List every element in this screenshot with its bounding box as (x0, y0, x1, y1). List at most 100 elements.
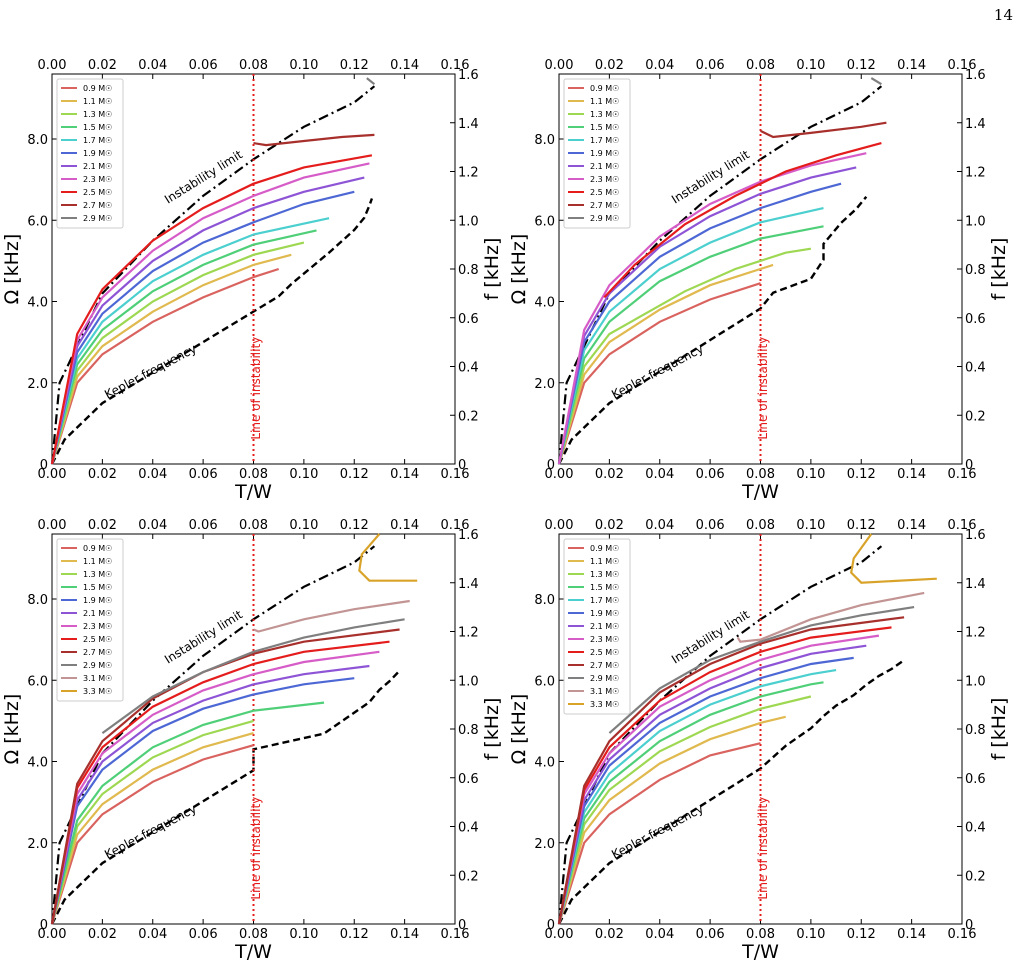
legend-box (563, 78, 631, 229)
y-axis-label: Ω [kHz] (508, 234, 530, 305)
y2-tick-label: 0.6 (965, 312, 986, 327)
legend-entry: 2.1 M☉ (590, 162, 619, 171)
y2-tick-label: 1.6 (458, 68, 479, 83)
kepler-frequency-line (557, 195, 868, 465)
kepler-frequency-line (50, 198, 374, 465)
legend-entry: 1.1 M☉ (83, 97, 112, 106)
y-tick-label: 4.0 (534, 756, 555, 771)
legend-entry: 1.1 M☉ (590, 97, 619, 106)
chart-panel-top-right: 0.00 0.00 0.02 0.02 0.04 0.04 0.06 0.06 0.08 0.08… (507, 48, 1017, 513)
y2-tick-label: 1.0 (965, 214, 986, 229)
legend: 0.9 M☉ 1.1 M☉ 1.3 M☉ 1.5 M☉ 1.7 M☉ 1.9 M☉ 2.1 … (563, 78, 631, 229)
legend-entry: 2.5 M☉ (83, 188, 112, 197)
series-line-9 (253, 133, 375, 147)
y2-axis-label: f [kHz] (988, 698, 1010, 761)
y2-tick-label: 1.2 (965, 626, 986, 641)
x-top-tick-label: 0.06 (189, 518, 218, 533)
y-tick-label: 6.0 (27, 674, 48, 689)
y2-tick-label: 1.0 (458, 674, 479, 689)
x-top-tick-label: 0.16 (441, 58, 470, 73)
y2-tick-label: 1.0 (458, 214, 479, 229)
series-line-10 (870, 77, 882, 86)
series-line-5 (557, 182, 842, 465)
x-tick-label: 0.12 (847, 467, 876, 482)
x-tick-label: 0.08 (239, 927, 268, 942)
legend-entry: 1.3 M☉ (83, 570, 112, 579)
legend-entry: 1.5 M☉ (83, 123, 112, 132)
legend-entry: 1.7 M☉ (590, 596, 619, 605)
x-tick-label: 0.02 (595, 927, 624, 942)
legend-entry: 1.5 M☉ (590, 123, 619, 132)
x-top-tick-label: 0.12 (847, 518, 876, 533)
x-tick-label: 0.06 (696, 927, 725, 942)
x-axis-label: T/W (234, 481, 272, 503)
y-tick-label: 8.0 (27, 593, 48, 608)
chart-svg: 0.00 0.00 0.02 0.02 0.04 0.04 0.06 0.06 0.08 0.08… (1, 518, 503, 963)
y2-tick-label: 1.6 (965, 528, 986, 543)
y2-tick-label: 0.8 (458, 723, 479, 738)
chart-svg: 0.00 0.00 0.02 0.02 0.04 0.04 0.06 0.06 0.08 0.08… (508, 518, 1010, 963)
y2-tick-label: 0.8 (965, 723, 986, 738)
legend-entry: 0.9 M☉ (590, 84, 619, 93)
chart-svg: 0.00 0.00 0.02 0.02 0.04 0.04 0.06 0.06 0.08 0.08… (1, 58, 503, 503)
x-tick-label: 0.08 (239, 467, 268, 482)
line-of-instability-label: Line of instability (249, 337, 263, 440)
x-top-tick-label: 0.08 (746, 58, 775, 73)
series-line-9 (760, 121, 887, 139)
series-line-8 (557, 626, 892, 925)
y2-tick-label: 0.2 (458, 409, 479, 424)
y2-tick-label: 0 (458, 458, 466, 473)
kepler-frequency-label: Kepler frequency (102, 801, 199, 861)
x-tick-label: 0.04 (645, 927, 674, 942)
data-layer (557, 533, 937, 925)
kepler-frequency-label: Kepler frequency (609, 341, 706, 401)
x-tick-label: 0.14 (390, 467, 419, 482)
series-line-1 (557, 263, 774, 465)
kepler-frequency-label: Kepler frequency (609, 801, 706, 861)
series-line-7 (557, 152, 867, 465)
x-tick-label: 0.12 (340, 467, 369, 482)
x-top-tick-label: 0.04 (138, 58, 167, 73)
instability-limit-label: Instability limit (162, 147, 245, 206)
legend-entry: 2.9 M☉ (83, 661, 112, 670)
y-tick-label: 0 (40, 918, 48, 933)
legend-entry: 1.3 M☉ (590, 110, 619, 119)
x-tick-label: 0.04 (138, 927, 167, 942)
x-axis-label: T/W (741, 941, 779, 963)
y2-tick-label: 1.0 (965, 674, 986, 689)
x-tick-label: 0.16 (441, 467, 470, 482)
chart-panel-top-left: 0.00 0.00 0.02 0.02 0.04 0.04 0.06 0.06 0.08 0.08… (0, 48, 510, 513)
legend-entry: 2.1 M☉ (83, 609, 112, 618)
legend-box (56, 538, 124, 702)
legend-entry: 1.3 M☉ (83, 110, 112, 119)
legend-entry: 1.9 M☉ (83, 149, 112, 158)
y2-tick-label: 0.8 (458, 263, 479, 278)
data-layer (50, 74, 376, 465)
x-top-tick-label: 0.12 (847, 58, 876, 73)
y-tick-label: 6.0 (534, 214, 555, 229)
x-tick-label: 0.14 (390, 927, 419, 942)
y2-tick-label: 0 (965, 918, 973, 933)
x-tick-label: 0.02 (88, 927, 117, 942)
y-tick-label: 8.0 (27, 133, 48, 148)
legend-entry: 2.9 M☉ (590, 674, 619, 683)
x-tick-label: 0.16 (948, 927, 977, 942)
legend-entry: 2.3 M☉ (590, 175, 619, 184)
chart-panel-bottom-right: 0.00 0.00 0.02 0.02 0.04 0.04 0.06 0.06 0.08 0.08… (507, 508, 1017, 973)
legend-entry: 2.9 M☉ (590, 214, 619, 223)
legend-entry: 1.9 M☉ (590, 149, 619, 158)
x-top-tick-label: 0.02 (595, 518, 624, 533)
y2-tick-label: 1.4 (458, 577, 479, 592)
series-line-5 (50, 664, 370, 925)
series-line-2 (50, 719, 254, 925)
x-tick-label: 0.10 (796, 467, 825, 482)
legend-entry: 2.1 M☉ (83, 162, 112, 171)
legend-entry: 1.1 M☉ (83, 557, 112, 566)
y2-tick-label: 1.4 (965, 577, 986, 592)
series-line-9 (557, 616, 905, 925)
y2-tick-label: 1.6 (965, 68, 986, 83)
legend: 0.9 M☉ 1.1 M☉ 1.3 M☉ 1.5 M☉ 1.7 M☉ 1.9 M☉ 2.1 … (563, 538, 631, 715)
y-tick-label: 0 (40, 458, 48, 473)
y2-tick-label: 1.2 (458, 166, 479, 181)
y-tick-label: 6.0 (27, 214, 48, 229)
